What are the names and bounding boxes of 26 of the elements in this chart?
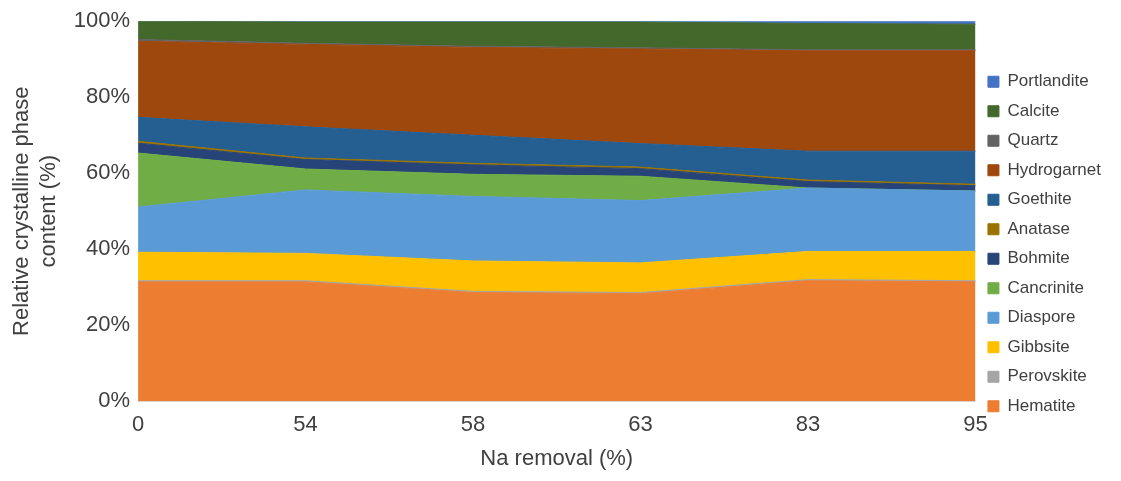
y-tick-label: 100% [73,7,131,33]
y-tick-label: 60% [86,159,131,185]
legend-label: Anatase [1007,218,1070,238]
legend-label: Diaspore [1007,307,1076,327]
x-tick-label: 95 [963,411,988,437]
y-tick-label: 80% [86,83,131,109]
legend-label: Hematite [1007,395,1076,415]
x-axis-title: Na removal (%) [480,444,634,470]
y-axis-title: Relative crystalline phase content (%) [8,86,60,336]
y-tick-label: 0% [98,387,131,413]
legend-label: Perovskite [1007,366,1087,386]
x-tick-label: 54 [293,411,318,437]
x-tick-label: 58 [460,411,486,437]
legend-label: Portlandite [1007,71,1089,91]
x-tick-label: 63 [628,411,653,437]
x-tick-label: 0 [131,411,145,437]
legend-label: Cancrinite [1007,277,1084,297]
x-tick-label: 83 [795,411,821,437]
legend-label: Calcite [1007,100,1060,120]
y-tick-label: 40% [86,235,131,261]
legend-label: Hydrogarnet [1007,159,1102,179]
legend-label: Bohmite [1007,248,1070,268]
legend-label: Goethite [1007,189,1072,209]
legend-label: Quartz [1007,130,1059,150]
legend-label: Gibbsite [1007,336,1070,356]
y-tick-label: 20% [86,311,131,337]
